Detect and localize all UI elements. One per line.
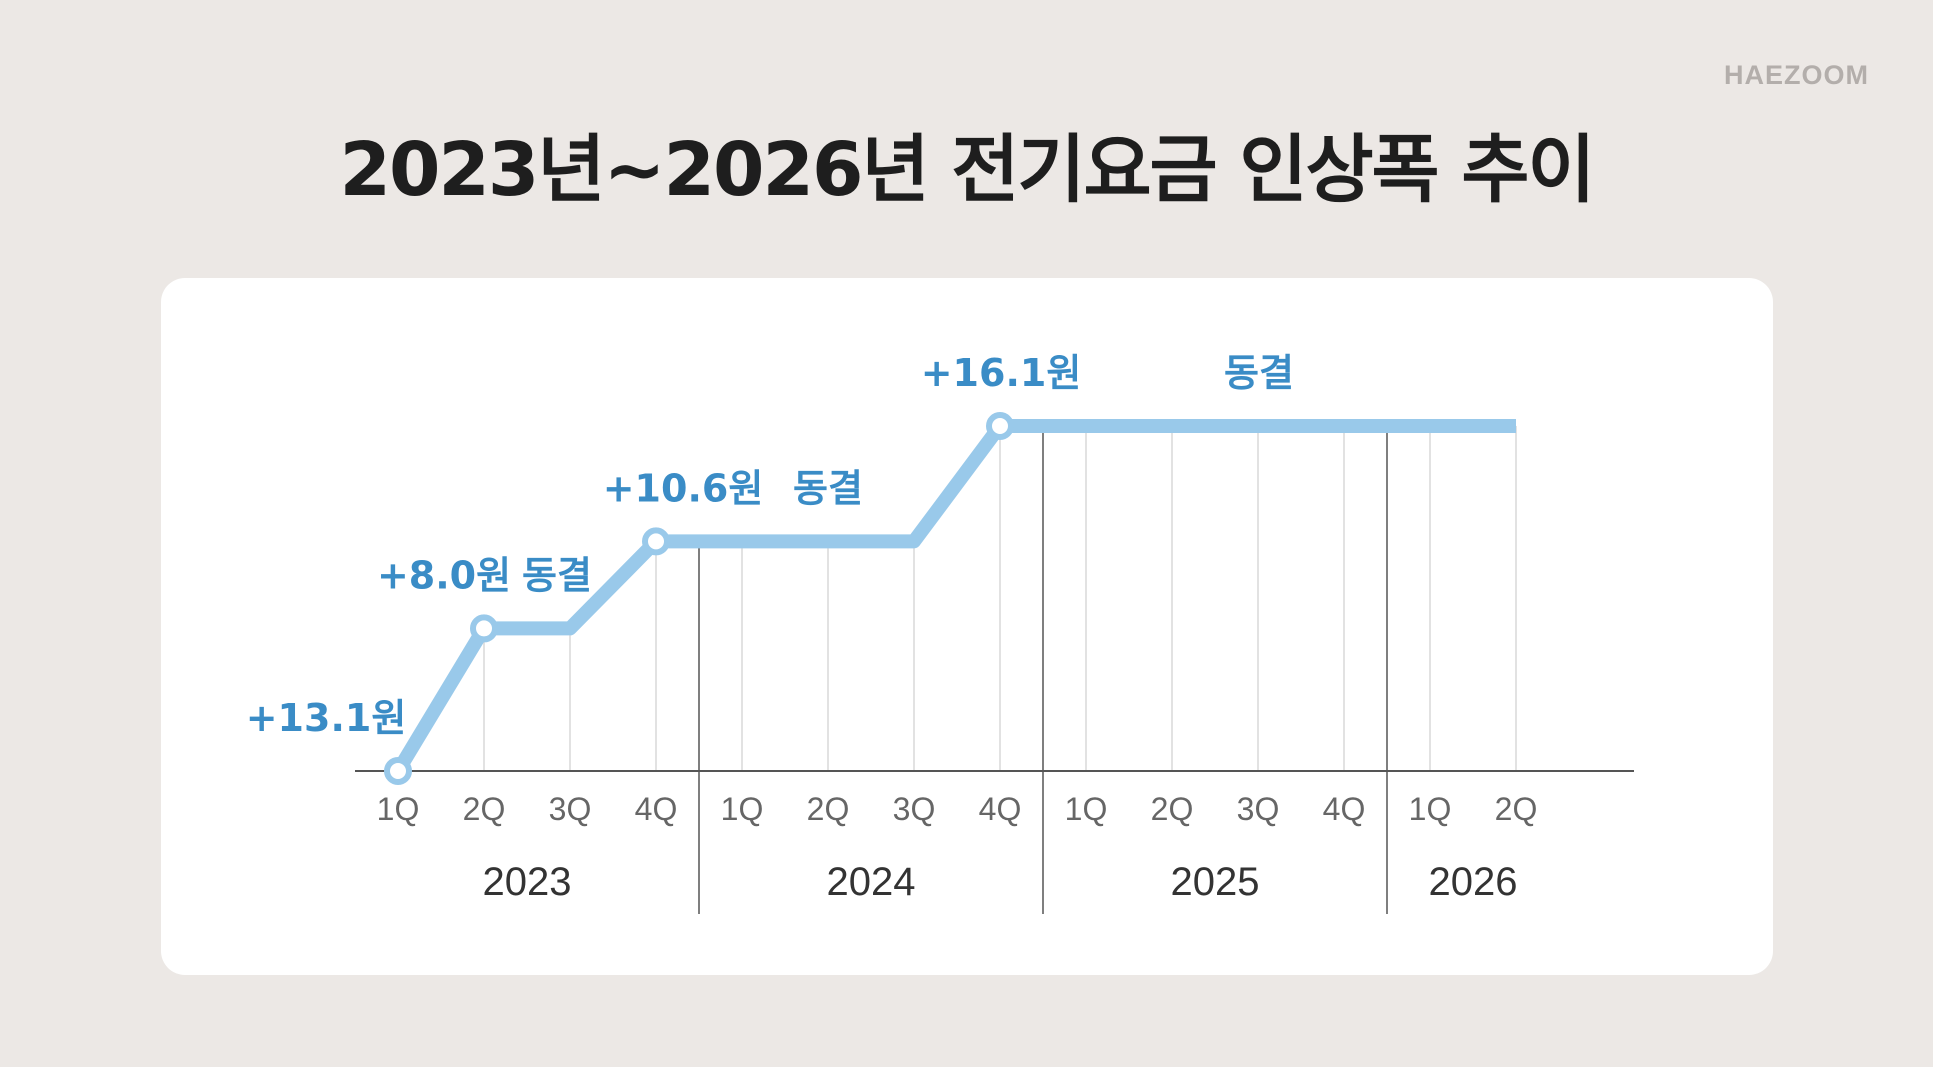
- point-markers: [384, 412, 1014, 785]
- data-point: [986, 412, 1014, 440]
- year-tick-label: 2026: [1429, 860, 1518, 904]
- x-axis: 1Q 2Q 3Q 4Q 1Q 2Q 3Q 4Q 1Q 2Q 3Q 4Q 1Q 2Q 2023 2024 2025…: [355, 770, 1634, 904]
- year-tick-label: 2024: [827, 860, 916, 904]
- quarter-tick-label: 4Q: [635, 791, 678, 827]
- data-point: [642, 527, 670, 556]
- grid-lines: [483, 426, 1517, 914]
- annotation-label: 동결: [522, 553, 592, 597]
- annotation-label: +16.1원: [921, 351, 1082, 395]
- quarter-tick-label: 3Q: [893, 791, 936, 827]
- quarter-tick-label: 1Q: [721, 791, 764, 827]
- quarter-tick-label: 2Q: [1151, 791, 1194, 827]
- data-point: [470, 614, 498, 643]
- quarter-tick-label: 2Q: [807, 791, 850, 827]
- quarter-tick-label: 4Q: [979, 791, 1022, 827]
- year-tick-label: 2025: [1171, 860, 1260, 904]
- annotation-labels: +13.1원+8.0원 동결+10.6원 동결+16.1원 동결: [246, 351, 1294, 740]
- quarter-tick-label: 2Q: [463, 791, 506, 827]
- chart-card: [161, 278, 1773, 975]
- quarter-tick-label: 4Q: [1323, 791, 1366, 827]
- quarter-tick-label: 3Q: [549, 791, 592, 827]
- quarter-tick-label: 2Q: [1495, 791, 1538, 827]
- annotation-label: +8.0원: [377, 553, 511, 597]
- brand-logo: HAEZOOM: [1724, 60, 1869, 90]
- series-line: [392, 419, 1516, 775]
- annotation-label: +10.6원: [603, 466, 764, 510]
- series-line-path: [392, 419, 1516, 775]
- annotation-label: +13.1원: [246, 696, 407, 740]
- data-point: [384, 757, 412, 785]
- quarter-tick-label: 1Q: [1065, 791, 1108, 827]
- quarter-tick-label: 1Q: [377, 791, 420, 827]
- year-tick-label: 2023: [483, 860, 572, 904]
- annotation-label: 동결: [793, 466, 863, 510]
- quarter-tick-label: 1Q: [1409, 791, 1452, 827]
- chart-title: 2023년~2026년 전기요금 인상폭 추이: [339, 127, 1595, 213]
- quarter-tick-label: 3Q: [1237, 791, 1280, 827]
- annotation-label: 동결: [1224, 351, 1294, 395]
